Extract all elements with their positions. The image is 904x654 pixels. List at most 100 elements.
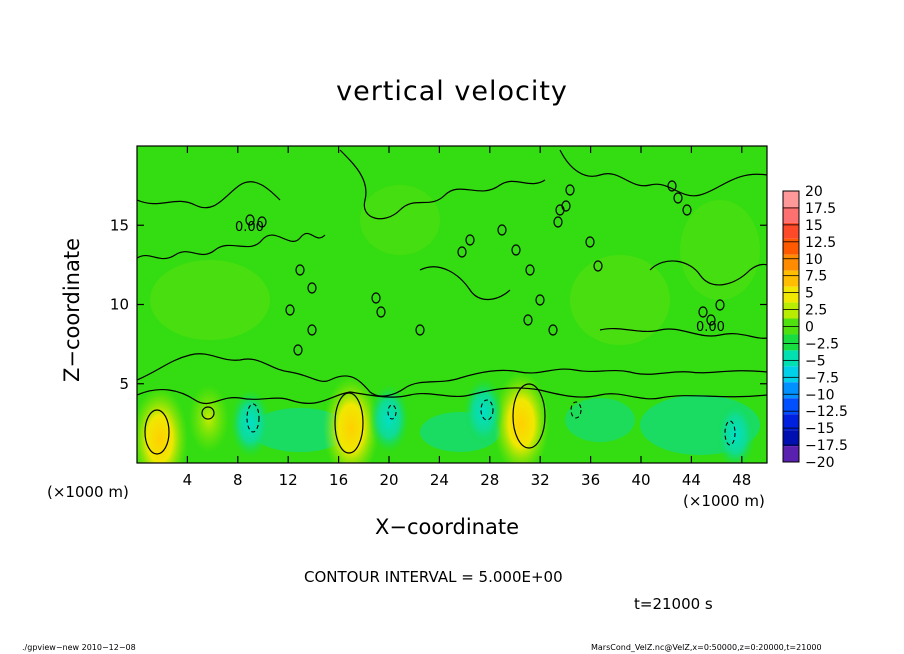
contour-ring-25 <box>585 236 595 248</box>
x-tick-label: 44 <box>682 471 701 489</box>
contour-ring-9 <box>715 299 725 311</box>
x-tick-label: 20 <box>379 471 398 489</box>
x-tick-label: 36 <box>581 471 600 489</box>
colorbar-label: −12.5 <box>805 404 848 420</box>
colorbar-swatch <box>783 446 799 462</box>
colorbar-label: −20 <box>805 455 835 471</box>
downdraft-5 <box>463 378 504 447</box>
colorbar-label: 15 <box>805 218 823 234</box>
x-axis-label: X−coordinate <box>375 515 519 539</box>
colorbar-swatch <box>783 206 799 223</box>
contour-ring-13 <box>497 224 507 236</box>
colorbar: 2017.51512.5107.552.50−2.5−5−7.5−10−12.5… <box>782 184 848 471</box>
x-tick-label: 8 <box>233 471 243 489</box>
colorbar-label: −10 <box>805 387 835 403</box>
contour-ring-26 <box>593 260 603 272</box>
x-tick-label: 48 <box>732 471 751 489</box>
contour-ring-12 <box>553 216 563 228</box>
contour-ring-10 <box>565 184 575 196</box>
contour-ring-29 <box>415 324 425 336</box>
colorbar-label: 7.5 <box>805 269 827 285</box>
contour-ring-24 <box>555 204 565 216</box>
contour-ring-15 <box>525 264 535 276</box>
colorbar-swatch <box>783 366 799 383</box>
colorbar-swatch <box>783 286 799 303</box>
contour-ring-0 <box>245 214 255 226</box>
downdraft-4 <box>230 389 271 458</box>
contour-ring-1 <box>257 216 267 228</box>
updraft-1 <box>323 376 380 463</box>
contour-ring-18 <box>285 304 295 316</box>
colorbar-label: 0 <box>805 320 814 336</box>
contour-label: 0.00 <box>696 320 725 335</box>
y-tick-label: 15 <box>110 216 129 234</box>
contour-ring-22 <box>307 324 317 336</box>
contour-ring-23 <box>293 344 303 356</box>
colorbar-swatch <box>783 430 799 447</box>
colorbar-label: −5 <box>805 353 826 369</box>
colorbar-label: −15 <box>805 421 835 437</box>
contour-ring-17 <box>307 282 317 294</box>
x-tick-label: 28 <box>480 471 499 489</box>
contour-ring-5 <box>673 192 683 204</box>
contour-ring-7 <box>698 306 708 318</box>
negative-contours <box>246 399 736 446</box>
contour-ring-14 <box>511 244 521 256</box>
contour-ring-19 <box>535 294 545 306</box>
colorbar-label: 2.5 <box>805 303 827 319</box>
colorbar-swatch <box>783 414 799 431</box>
y-tick-label: 5 <box>119 375 129 393</box>
footer-source: MarsCond_VelZ.nc@VelZ,x=0:50000,z=0:2000… <box>591 643 822 652</box>
colorbar-swatch <box>783 350 799 367</box>
colorbar-swatch <box>783 254 799 271</box>
contour-interval-text: CONTOUR INTERVAL = 5.000E+00 <box>304 568 563 586</box>
colorbar-label: 5 <box>805 286 814 302</box>
updraft-0 <box>137 387 188 463</box>
colorbar-swatch <box>783 270 799 287</box>
chart-title: vertical velocity <box>336 76 568 107</box>
colorbar-swatch <box>783 382 799 399</box>
x-tick-label: 16 <box>329 471 348 489</box>
x-tick-label: 24 <box>430 471 449 489</box>
contour-ring-4 <box>667 180 677 192</box>
contour-ring-20 <box>523 314 533 326</box>
colorbar-label: −7.5 <box>805 370 839 386</box>
colorbar-swatch <box>783 222 799 239</box>
colorbar-swatch <box>783 238 799 255</box>
colorbar-swatch <box>783 191 799 207</box>
contour-ring-8 <box>706 314 716 326</box>
downdraft-6 <box>715 400 756 463</box>
contour-label: 0.00 <box>235 220 264 235</box>
colorbar-swatch <box>783 334 799 351</box>
colorbar-label: −17.5 <box>805 438 848 454</box>
x-tick-label: 12 <box>279 471 298 489</box>
x-unit-right: (×1000 m) <box>683 492 765 510</box>
contour-lines <box>137 149 767 455</box>
contour-ring-6 <box>682 204 692 216</box>
colorbar-label: 12.5 <box>805 235 836 251</box>
contour-ring-21 <box>548 324 558 336</box>
colorbar-label: 17.5 <box>805 201 836 217</box>
updraft-2 <box>493 371 550 463</box>
y-tick-label: 10 <box>110 296 129 314</box>
x-tick-label: 32 <box>531 471 550 489</box>
time-label: t=21000 s <box>634 595 713 613</box>
colorbar-swatch <box>783 302 799 319</box>
colorbar-swatch <box>783 398 799 415</box>
heatmap-field <box>137 146 767 463</box>
y-axis-label: Z−coordinate <box>60 238 84 382</box>
colorbar-label: 10 <box>805 252 823 268</box>
x-tick-label: 40 <box>631 471 650 489</box>
x-unit-left: (×1000 m) <box>47 483 129 501</box>
contour-ring-28 <box>457 246 467 258</box>
contour-ring-3 <box>376 306 386 318</box>
contour-ring-2 <box>371 292 381 304</box>
footer-program: ./gpview−new 2010−12−08 <box>22 643 136 652</box>
contour-ring-27 <box>465 234 475 246</box>
colorbar-label: −2.5 <box>805 336 839 352</box>
x-tick-label: 4 <box>183 471 193 489</box>
colorbar-label: 20 <box>805 184 823 200</box>
contour-ring-16 <box>295 264 305 276</box>
downdraft-7 <box>369 384 409 453</box>
